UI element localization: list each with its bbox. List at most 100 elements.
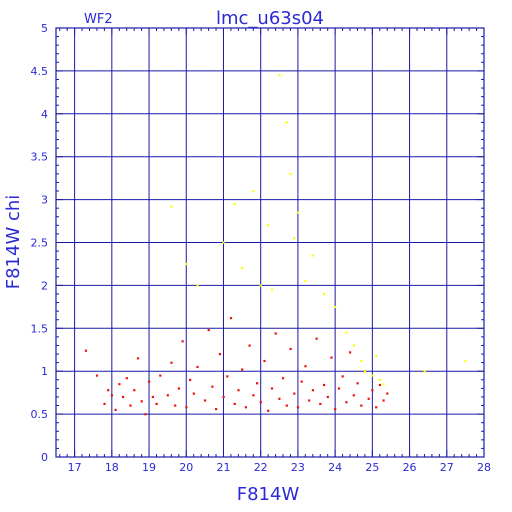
x-tick-label: 23 xyxy=(291,461,305,474)
data-point xyxy=(170,361,173,364)
data-point xyxy=(345,401,348,404)
tick-labels: 17 18 19 20 21 22 23 24 25 26 27 28 0 0.5 1 1.5 2 2.5 3 3.5… xyxy=(31,22,492,474)
data-point xyxy=(371,389,374,392)
data-point xyxy=(222,241,225,244)
x-tick-label: 21 xyxy=(216,461,230,474)
data-point xyxy=(259,401,262,404)
data-point xyxy=(189,378,192,381)
data-point xyxy=(464,359,467,363)
data-point xyxy=(263,359,266,363)
data-point xyxy=(278,74,281,77)
data-point xyxy=(185,262,188,266)
data-point xyxy=(252,394,255,397)
x-tick-label: 24 xyxy=(328,461,342,474)
data-point xyxy=(244,406,247,409)
data-point xyxy=(330,356,333,359)
data-point xyxy=(103,402,106,405)
y-tick-label: 1.5 xyxy=(31,322,49,335)
data-point xyxy=(229,317,233,320)
data-point xyxy=(285,404,288,407)
data-point xyxy=(259,284,262,287)
data-point xyxy=(252,190,255,193)
data-point xyxy=(296,406,300,409)
data-point xyxy=(196,365,199,369)
data-point xyxy=(356,382,359,385)
data-point xyxy=(237,389,240,392)
x-tick-label: 18 xyxy=(105,461,119,474)
axis-ticks xyxy=(56,27,485,458)
data-point xyxy=(285,121,288,124)
data-point xyxy=(326,395,329,399)
data-point xyxy=(241,267,244,270)
data-point xyxy=(203,399,207,402)
data-point xyxy=(360,359,363,363)
data-point xyxy=(274,332,277,335)
data-point xyxy=(352,344,355,347)
data-point xyxy=(148,380,151,383)
chart-title: lmc_u63s04 xyxy=(216,8,324,29)
data-point xyxy=(311,389,314,392)
data-point xyxy=(129,404,132,407)
x-tick-label: 22 xyxy=(254,461,268,474)
data-point xyxy=(256,382,259,385)
data-point xyxy=(140,400,143,403)
data-point xyxy=(382,399,385,402)
data-point xyxy=(177,387,180,390)
data-point xyxy=(151,395,154,399)
data-point xyxy=(192,392,195,395)
data-point xyxy=(349,351,352,354)
data-point xyxy=(267,409,270,412)
y-tick-label: 2 xyxy=(41,279,48,292)
data-point xyxy=(360,404,363,407)
y-tick-label: 3 xyxy=(41,194,48,207)
data-point xyxy=(386,392,389,395)
y-tick-label: 4.5 xyxy=(31,65,49,78)
data-point xyxy=(341,375,344,378)
x-tick-label: 26 xyxy=(403,461,417,474)
data-point xyxy=(371,374,374,377)
y-tick-label: 5 xyxy=(41,22,48,35)
data-point xyxy=(84,349,87,352)
data-point xyxy=(352,394,355,397)
y-tick-label: 4 xyxy=(41,108,48,121)
data-point xyxy=(363,370,367,373)
y-tick-label: 0.5 xyxy=(31,408,49,421)
data-point xyxy=(181,340,184,343)
data-point xyxy=(155,402,158,405)
data-point xyxy=(233,402,236,405)
data-point xyxy=(278,397,281,400)
data-point xyxy=(196,284,199,287)
data-point xyxy=(174,404,177,407)
data-point xyxy=(241,368,244,371)
data-point xyxy=(304,280,307,283)
x-tick-label: 25 xyxy=(365,461,379,474)
data-point xyxy=(289,347,292,351)
data-point xyxy=(315,337,318,340)
data-point xyxy=(211,385,214,388)
data-point xyxy=(166,394,169,397)
data-point xyxy=(319,402,322,405)
x-tick-label: 20 xyxy=(179,461,193,474)
data-point xyxy=(345,331,348,334)
data-point xyxy=(334,408,337,411)
data-point xyxy=(423,370,426,373)
y-axis-label: F814W chi xyxy=(3,195,24,290)
data-point xyxy=(270,288,274,291)
data-point xyxy=(133,389,136,392)
data-point xyxy=(110,394,113,397)
data-point xyxy=(378,378,381,381)
data-point xyxy=(308,399,311,402)
data-point xyxy=(267,224,270,227)
data-point xyxy=(337,387,341,390)
x-axis-label: F814W xyxy=(237,484,300,505)
y-tick-label: 0 xyxy=(41,451,48,464)
x-tick-label: 19 xyxy=(142,461,156,474)
data-point xyxy=(311,254,314,257)
data-point xyxy=(323,383,326,387)
x-tick-label: 28 xyxy=(477,461,491,474)
data-point xyxy=(107,389,110,392)
x-tick-label: 17 xyxy=(68,461,82,474)
data-point xyxy=(382,383,385,386)
data-point xyxy=(323,293,326,296)
